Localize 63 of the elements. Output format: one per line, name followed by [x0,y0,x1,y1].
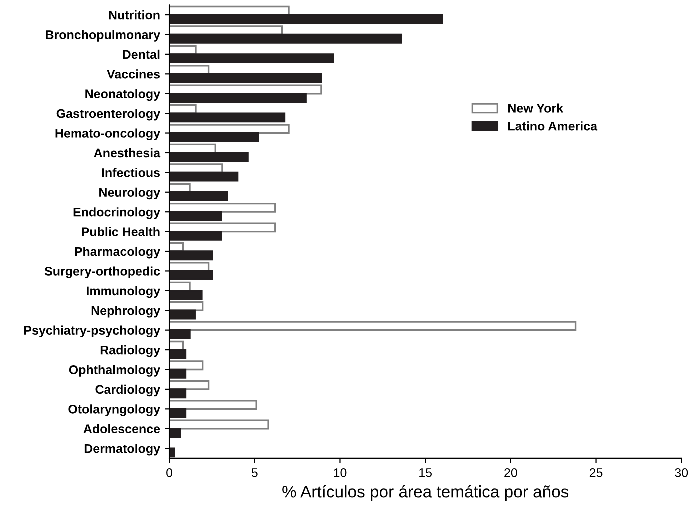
bar [170,250,214,261]
y-tick-label: Neonatology [86,89,160,102]
bar [170,14,444,24]
y-tick-label: Adolescence [84,424,160,434]
y-tick-label: Anesthesia [94,148,161,158]
bar [170,360,204,371]
bar [170,321,577,332]
y-tick-label: Infectious [102,168,160,178]
y-tick-label: Dental [123,50,160,60]
bar [170,270,214,280]
y-tick-label: Nutrition [109,10,160,20]
y-tick-label: Nephrology [92,306,160,318]
x-tick-label: 25 [590,468,603,478]
legend-label: Latino America [508,122,598,131]
bar [170,93,307,103]
bar [170,73,322,84]
y-tick-label: Dermatology [84,444,160,456]
y-tick-label: Pharmacology [75,246,160,259]
bar [170,310,196,320]
y-tick-label: Radiology [100,346,160,358]
y-tick-label: Endocrinology [74,208,160,220]
y-tick-label: Bronchopulmonary [46,30,160,42]
legend-label: New York [508,104,564,113]
bar [170,380,210,390]
bar [170,211,222,222]
y-tick-label: Vaccines [107,70,160,79]
bar [170,290,203,300]
bar [170,388,187,399]
y-tick-label: Hemato-oncology [56,128,160,140]
bar [170,448,176,458]
bar [170,400,258,410]
x-tick-label: 5 [252,468,258,478]
y-tick-label: Surgery-orthopedic [44,266,160,278]
bar [170,330,191,340]
x-tick-label: 20 [504,468,518,478]
bar [170,152,249,162]
y-tick-label: Public Health [82,227,160,236]
bar [170,230,222,241]
bar [170,349,187,360]
x-tick-label: 30 [675,468,688,478]
bar [170,34,403,44]
bar [170,368,187,379]
y-tick-label: Ophthalmology [69,365,160,377]
bar [170,420,270,430]
x-tick-label: 10 [334,468,347,478]
bar [170,408,187,418]
bar [170,222,276,233]
bar [170,54,334,64]
y-tick-label: Immunology [87,286,160,298]
x-tick-label: 0 [166,468,173,478]
bar [170,192,228,202]
x-axis-title: % Artículos por área temática por años [282,485,569,502]
y-tick-label: Psychiatry-psychology [24,326,160,338]
y-tick-label: Cardiology [96,384,160,397]
y-tick-label: Neurology [100,188,160,200]
bar [170,132,260,142]
bar [170,428,182,438]
y-tick-label: Gastroenterology [56,109,160,121]
x-tick-label: 15 [420,468,432,478]
bar [170,202,276,213]
bar [170,112,286,123]
bar [170,172,239,182]
y-tick-label: Otolaryngology [68,404,160,416]
